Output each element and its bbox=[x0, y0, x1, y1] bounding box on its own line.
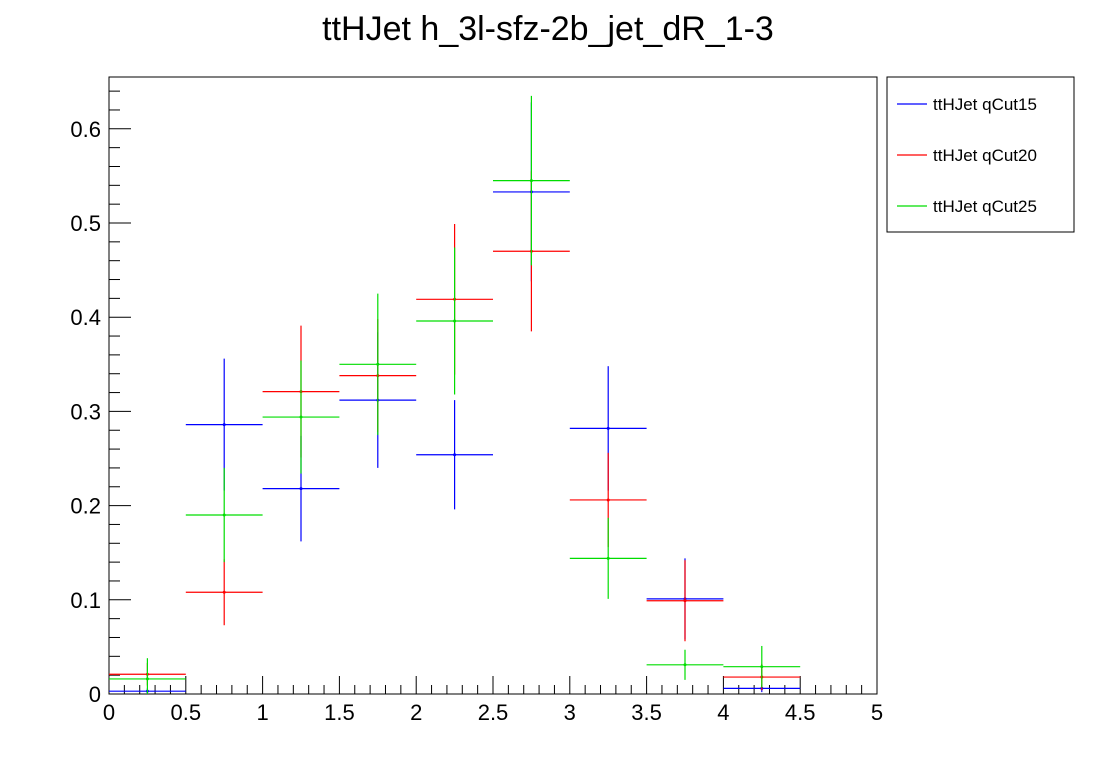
data-point bbox=[453, 319, 457, 323]
data-point bbox=[606, 498, 610, 502]
legend: ttHJet qCut15 ttHJet qCut20 ttHJet qCut25 bbox=[886, 76, 1075, 233]
x-tick-label: 3.5 bbox=[631, 700, 662, 725]
x-tick-label: 0 bbox=[103, 700, 115, 725]
data-point bbox=[606, 426, 610, 430]
data-point bbox=[606, 556, 610, 560]
data-point bbox=[760, 665, 764, 669]
x-tick-label: 5 bbox=[871, 700, 883, 725]
y-tick-label: 0.2 bbox=[70, 494, 101, 519]
data-point bbox=[222, 590, 226, 594]
series-1 bbox=[109, 102, 801, 694]
data-point bbox=[222, 513, 226, 517]
data-point bbox=[299, 415, 303, 419]
axes: 0 0.5 1 1.5 2 2.5 3 3.5 4 4.5 5 0 0.1 0.2 0.3 0.4 0.5 0.6 bbox=[70, 90, 883, 725]
data-point bbox=[222, 423, 226, 427]
x-tick-label: 1 bbox=[256, 700, 268, 725]
data-point bbox=[145, 677, 149, 681]
data-point bbox=[299, 487, 303, 491]
data-point bbox=[683, 663, 687, 667]
x-tick-label: 2.5 bbox=[478, 700, 509, 725]
x-tick-label: 4 bbox=[717, 700, 729, 725]
x-tick-label: 4.5 bbox=[785, 700, 816, 725]
chart-title: ttHJet h_3l-sfz-2b_jet_dR_1-3 bbox=[322, 10, 774, 48]
series-layer bbox=[109, 95, 801, 694]
series-3 bbox=[109, 95, 801, 694]
data-point bbox=[529, 179, 533, 183]
x-tick-label: 1.5 bbox=[324, 700, 355, 725]
data-point bbox=[376, 362, 380, 366]
y-tick-label: 0.5 bbox=[70, 211, 101, 236]
x-tick-label: 0.5 bbox=[171, 700, 202, 725]
x-tick-label: 3 bbox=[564, 700, 576, 725]
y-tick-label: 0.6 bbox=[70, 117, 101, 142]
legend-label: ttHJet qCut25 bbox=[933, 197, 1037, 216]
y-tick-label: 0.4 bbox=[70, 305, 101, 330]
legend-label: ttHJet qCut20 bbox=[933, 146, 1037, 165]
data-point bbox=[683, 599, 687, 603]
y-tick-label: 0.3 bbox=[70, 399, 101, 424]
data-point bbox=[453, 453, 457, 457]
legend-label: ttHJet qCut15 bbox=[933, 95, 1037, 114]
y-tick-label: 0.1 bbox=[70, 588, 101, 613]
y-tick-label: 0 bbox=[89, 682, 101, 707]
x-tick-label: 2 bbox=[410, 700, 422, 725]
